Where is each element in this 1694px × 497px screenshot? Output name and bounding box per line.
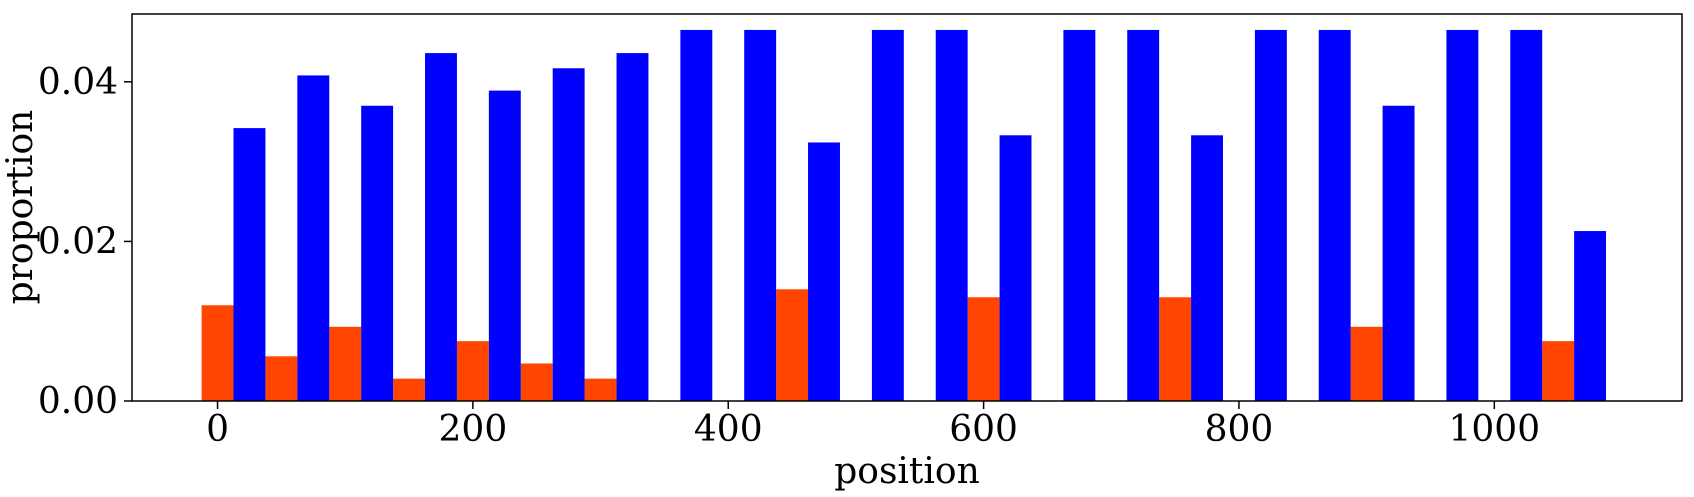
bar-series2-200 — [488, 90, 521, 402]
bar-series2-800 — [1254, 29, 1287, 401]
bar-series2-750 — [1191, 135, 1224, 401]
bar-series2-500 — [871, 29, 904, 401]
bar-series2-550 — [935, 29, 968, 401]
bar-series2-400 — [744, 29, 777, 401]
bar-series1-300 — [584, 378, 617, 401]
x-axis-label: position — [834, 451, 980, 492]
bar-series2-850 — [1318, 29, 1351, 401]
bar-series2-600 — [999, 135, 1032, 401]
x-tick-label: 800 — [1205, 409, 1274, 450]
bar-series1-150 — [393, 378, 426, 401]
x-axis-ticks: 0 200 400 600 800 1000 — [206, 401, 1540, 450]
bar-series1-250 — [520, 363, 553, 401]
bar-series2-900 — [1382, 105, 1415, 402]
y-axis-ticks: 0.00 0.02 0.04 — [38, 62, 132, 422]
bar-series2-700 — [1127, 29, 1160, 401]
bar-series1-0 — [201, 305, 234, 401]
bar-series2-250 — [552, 68, 585, 401]
bar-series2-350 — [680, 29, 713, 401]
x-tick-label: 0 — [206, 409, 229, 450]
x-tick-label: 400 — [694, 409, 763, 450]
bar-series1-200 — [456, 341, 489, 401]
y-tick-label: 0.02 — [38, 221, 118, 262]
bar-series2-50 — [297, 75, 330, 402]
bar-series2-300 — [616, 53, 649, 401]
bar-series1-900 — [1350, 326, 1383, 401]
x-tick-label: 600 — [949, 409, 1018, 450]
y-tick-label: 0.00 — [38, 381, 118, 422]
bar-series1-450 — [776, 289, 809, 401]
bar-series2-0 — [233, 128, 266, 401]
bar-series2-650 — [1063, 29, 1096, 401]
x-tick-label: 1000 — [1449, 409, 1541, 450]
bar-series1-750 — [1159, 297, 1192, 401]
bar-series2-150 — [425, 53, 457, 401]
bar-series2-100 — [361, 105, 394, 402]
plot-frame — [131, 13, 1683, 402]
y-axis-label: proportion — [0, 110, 41, 305]
y-tick-label: 0.04 — [38, 62, 118, 103]
bars-layer — [201, 29, 1607, 402]
bar-series2-450 — [808, 142, 840, 401]
bar-series1-1050 — [1542, 341, 1575, 401]
bar-series1-50 — [265, 356, 298, 401]
bar-series2-1000 — [1510, 29, 1543, 401]
bar-series1-600 — [967, 297, 1000, 401]
bar-series2-1050 — [1574, 231, 1607, 401]
bar-series2-950 — [1446, 29, 1479, 401]
bar-series1-100 — [329, 326, 362, 401]
x-tick-label: 200 — [439, 409, 508, 450]
